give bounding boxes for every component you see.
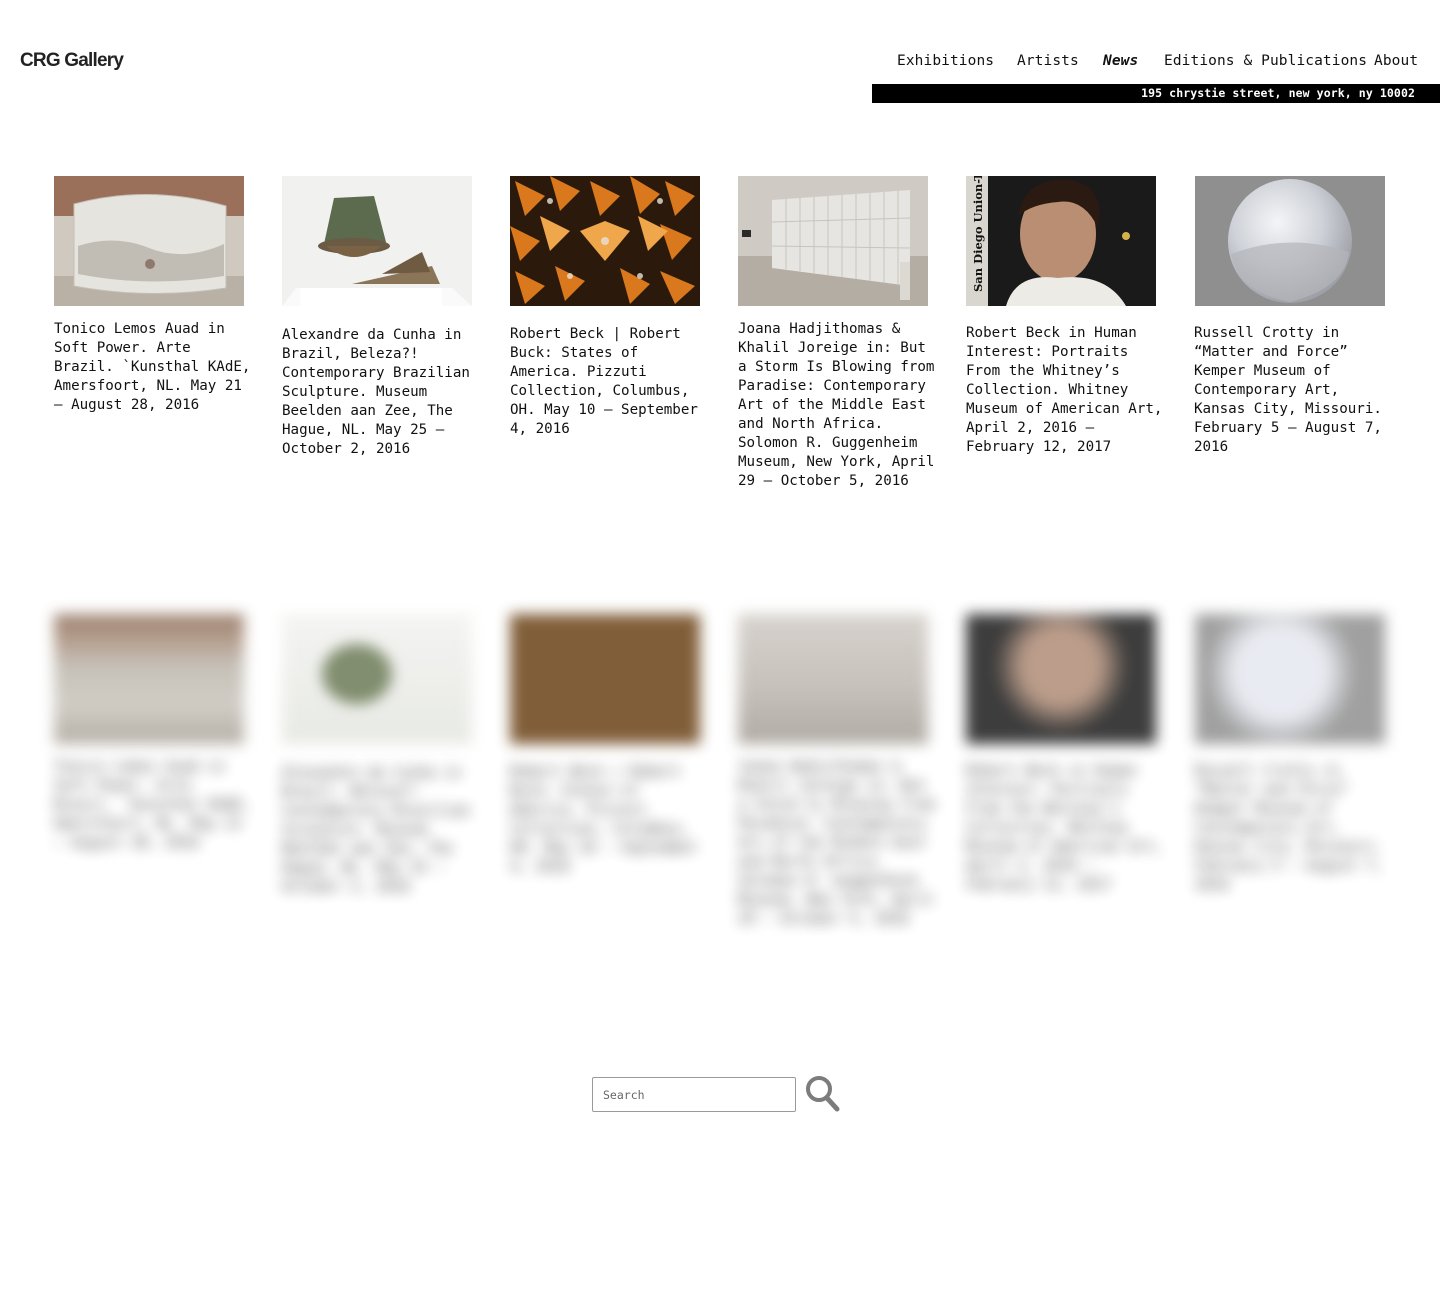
news-caption-placeholder: Robert Beck in Human Interest: Portraits… [966, 763, 1163, 893]
thumb-text: San Diego Union-Trib [971, 176, 985, 292]
news-thumbnail[interactable] [54, 176, 244, 306]
news-thumbnail[interactable]: San Diego Union-Trib [966, 176, 1156, 306]
search-input[interactable] [592, 1077, 796, 1112]
main-nav: Exhibitions Artists News Editions & Publ… [0, 53, 1440, 73]
news-thumbnail-placeholder [738, 614, 928, 744]
address-text: 195 chrystie street, new york, ny 10002 [1141, 86, 1415, 100]
news-thumbnail-placeholder [1195, 614, 1385, 744]
news-caption[interactable]: Robert Beck | Robert Buck: States of Ame… [510, 326, 698, 437]
news-caption[interactable]: Alexandre da Cunha in Brazil, Beleza?! C… [282, 327, 470, 457]
news-caption-placeholder: Alexandre da Cunha in Brazil, Beleza?! C… [282, 765, 470, 895]
news-thumbnail-placeholder [282, 614, 472, 744]
news-caption-placeholder: Robert Beck | Robert Buck: States of Ame… [510, 764, 698, 875]
news-caption[interactable]: Robert Beck in Human Interest: Portraits… [966, 325, 1163, 455]
news-caption-placeholder: Tonico Lemos Auad in Soft Power. Arte Br… [54, 759, 251, 851]
nav-about[interactable]: About [1374, 53, 1419, 69]
news-caption[interactable]: Russell Crotty in “Matter and Force” Kem… [1194, 325, 1382, 455]
news-caption-placeholder: Russell Crotty in “Matter and Force” Kem… [1195, 763, 1383, 893]
news-thumbnail-placeholder [54, 614, 244, 744]
nav-exhibitions[interactable]: Exhibitions [897, 53, 995, 69]
address-bar: 195 chrystie street, new york, ny 10002 [872, 84, 1440, 103]
news-thumbnail[interactable] [282, 176, 472, 306]
logo[interactable]: CRG Gallery [20, 50, 124, 71]
search-icon[interactable] [805, 1075, 841, 1113]
news-thumbnail[interactable] [1195, 176, 1385, 306]
news-caption[interactable]: Joana Hadjithomas & Khalil Joreige in: B… [738, 321, 935, 489]
news-caption[interactable]: Tonico Lemos Auad in Soft Power. Arte Br… [54, 321, 251, 413]
news-thumbnail-placeholder [966, 614, 1156, 744]
nav-artists[interactable]: Artists [1017, 53, 1079, 69]
news-thumbnail[interactable] [738, 176, 928, 306]
news-caption-placeholder: Joana Hadjithomas & Khalil Joreige in: B… [738, 759, 935, 927]
news-thumbnail-placeholder [510, 614, 700, 744]
nav-news[interactable]: News [1103, 53, 1139, 69]
nav-editions-publications[interactable]: Editions & Publications [1164, 53, 1368, 69]
news-thumbnail[interactable] [510, 176, 700, 306]
